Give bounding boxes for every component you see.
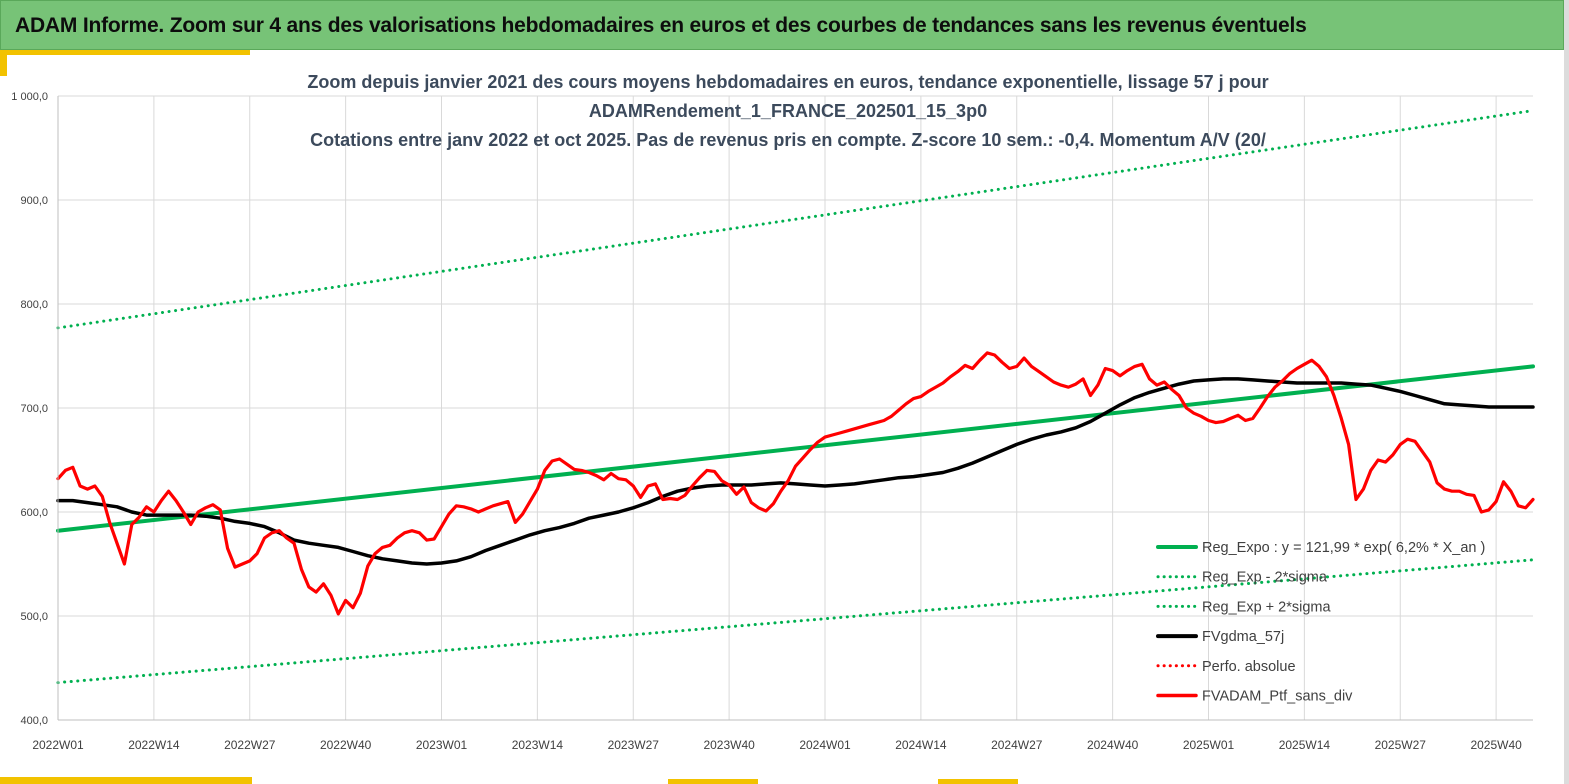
legend-label: FVADAM_Ptf_sans_div [1202,689,1353,705]
x-tick-label: 2022W01 [32,738,84,752]
gold-accent-bar [938,779,1018,784]
x-tick-label: 2025W01 [1183,738,1235,752]
chart-title-line: Cotations entre janv 2022 et oct 2025. P… [310,130,1266,150]
x-tick-label: 2023W27 [608,738,660,752]
legend-label: Perfo. absolue [1202,659,1296,675]
x-tick-label: 2023W14 [512,738,564,752]
x-tick-label: 2022W27 [224,738,276,752]
x-tick-label: 2024W01 [799,738,851,752]
legend-label: FVgdma_57j [1202,629,1284,645]
x-tick-label: 2022W14 [128,738,180,752]
series-line [56,558,1535,685]
chart-title-line: Zoom depuis janvier 2021 des cours moyen… [307,72,1268,92]
gold-accent-bar [668,779,758,784]
gold-accent-bar [0,50,250,55]
x-tick-label: 2025W14 [1279,738,1331,752]
x-tick-label: 2024W40 [1087,738,1139,752]
chart: Zoom depuis janvier 2021 des cours moyen… [11,72,1535,752]
y-tick-label: 700,0 [20,403,48,415]
x-tick-label: 2024W27 [991,738,1043,752]
y-tick-label: 500,0 [20,611,48,623]
legend-label: Reg_Exp - 2*sigma [1202,570,1328,586]
series-line [56,109,1535,330]
banner-title: ADAM Informe. Zoom sur 4 ans des valoris… [15,14,1307,37]
gold-accent-bar [0,777,252,784]
y-tick-label: 600,0 [20,507,48,519]
series-line [56,351,1535,616]
header-banner: ADAM Informe. Zoom sur 4 ans des valoris… [0,0,1564,50]
legend-label: Reg_Expo : y = 121,99 * exp( 6,2% * X_an… [1202,540,1485,556]
y-tick-label: 900,0 [20,195,48,207]
x-tick-label: 2023W40 [703,738,755,752]
x-tick-label: 2023W01 [416,738,468,752]
chart-title-line: ADAMRendement_1_FRANCE_202501_15_3p0 [589,101,987,121]
y-tick-label: 1 000,0 [11,91,48,103]
legend-label: Reg_Exp + 2*sigma [1202,599,1331,615]
x-tick-label: 2025W27 [1375,738,1427,752]
right-frame [1564,0,1569,784]
x-tick-label: 2022W40 [320,738,372,752]
x-tick-label: 2025W40 [1470,738,1522,752]
y-tick-label: 400,0 [20,715,48,727]
gold-accent-bar [0,50,7,76]
grid [57,95,1533,721]
series-line [56,364,1535,533]
legend: Reg_Expo : y = 121,99 * exp( 6,2% * X_an… [1156,540,1485,705]
axes: 400,0 500,0 600,0 700,0 800,0 900,0 1 000,0 202… [11,91,1533,752]
x-tick-label: 2024W14 [895,738,947,752]
chart-title: Zoom depuis janvier 2021 des cours moyen… [307,72,1268,150]
series-line [56,377,1535,566]
series-group [56,109,1535,685]
y-tick-label: 800,0 [20,299,48,311]
